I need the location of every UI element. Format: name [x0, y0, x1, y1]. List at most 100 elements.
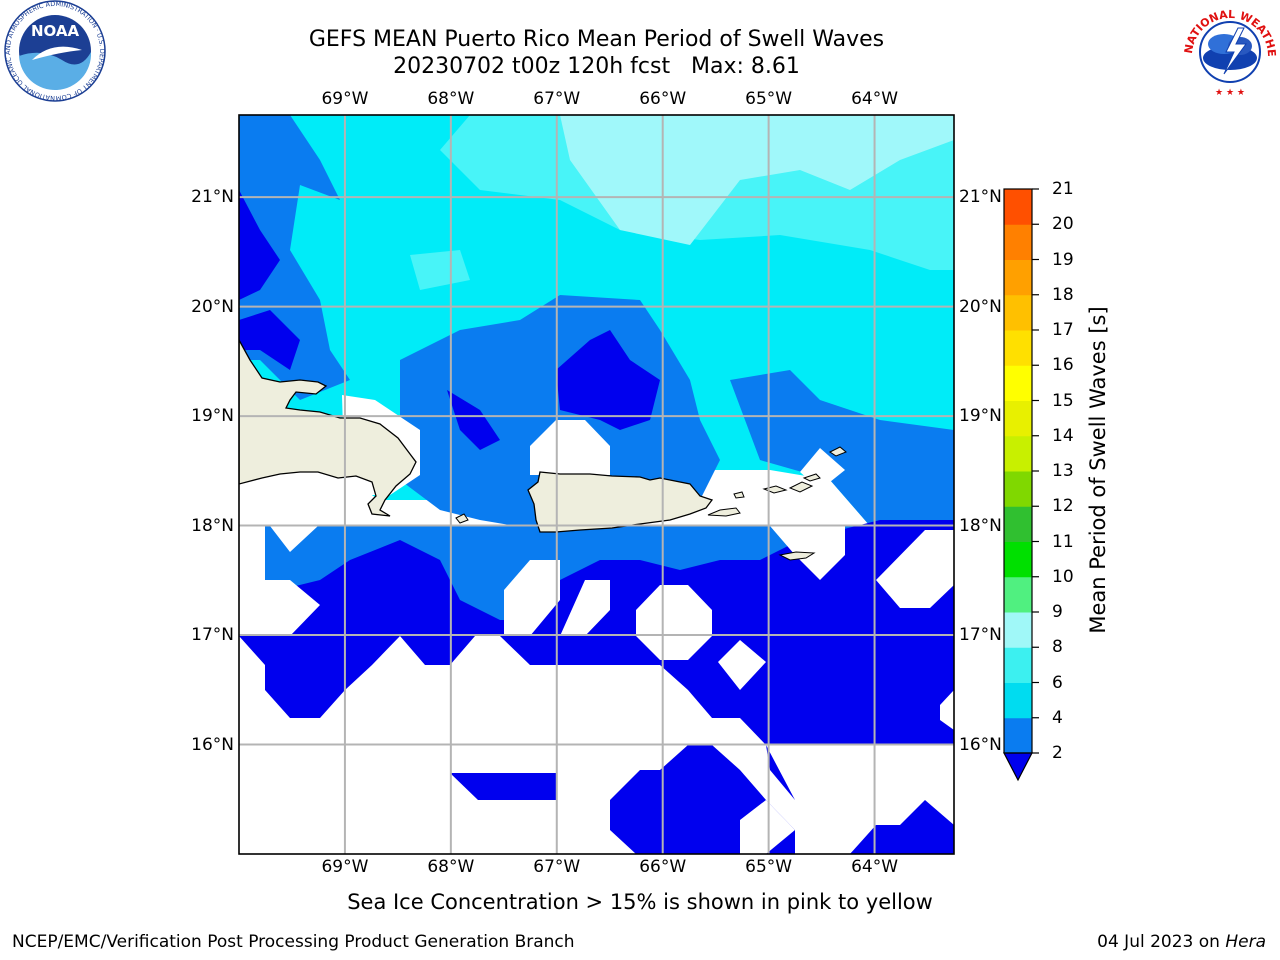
- band-2-4: [730, 370, 954, 526]
- band-lt2: [450, 773, 556, 800]
- lon-tick-bottom: 65°W: [745, 857, 793, 877]
- lat-tick-left: 18°N: [191, 515, 234, 536]
- noaa-logo-text: NOAA: [31, 22, 80, 40]
- no-data: [766, 745, 954, 854]
- nws-stars-icon: ★ ★ ★: [1215, 88, 1245, 98]
- no-data: [718, 640, 766, 690]
- colorbar-tick-label: 13: [1052, 461, 1074, 481]
- lat-tick-left: 20°N: [191, 296, 234, 317]
- plot-frame: [238, 114, 955, 855]
- footer-branch: NCEP/EMC/Verification Post Processing Pr…: [12, 932, 575, 952]
- colorbar-tick-label: 19: [1052, 249, 1074, 270]
- lon-tick-top: 68°W: [427, 89, 475, 109]
- colorbar-tick-label: 2: [1052, 743, 1063, 763]
- land-bvi: [788, 481, 814, 493]
- colorbar-segment: [1004, 647, 1032, 683]
- lat-tick-right: 20°N: [959, 296, 1002, 317]
- colorbar-tick-label: 6: [1052, 672, 1063, 693]
- graticule: [239, 115, 954, 854]
- band-6-8: [410, 250, 470, 290]
- no-data: [876, 530, 954, 608]
- lon-tick-bottom: 68°W: [427, 857, 475, 877]
- no-data: [940, 690, 954, 730]
- lat-tick-right: 21°N: [959, 187, 1002, 208]
- lat-tick-left: 21°N: [191, 187, 234, 208]
- lon-tick-bottom: 66°W: [639, 857, 687, 877]
- no-data: [504, 560, 560, 636]
- lon-tick-bottom: 69°W: [321, 857, 369, 877]
- colorbar-tick-label: 18: [1052, 284, 1074, 305]
- footer-date-text: 04 Jul 2023 on: [1097, 932, 1220, 952]
- band-lt2: [850, 827, 954, 854]
- no-data: [740, 800, 795, 854]
- band-8-9: [560, 115, 954, 245]
- lat-tick-left: 19°N: [191, 406, 234, 427]
- no-data: [239, 526, 320, 636]
- lat-tick-right: 16°N: [959, 734, 1002, 755]
- noaa-logo: NATIONAL OCEANIC AND ATMOSPHERIC ADMINIS…: [2, 0, 106, 102]
- colorbar-tick-label: 12: [1052, 496, 1074, 517]
- no-data: [530, 580, 610, 636]
- colorbar-segment: [1004, 259, 1032, 296]
- colorbar-segment: [1004, 506, 1032, 542]
- lat-tick-left: 16°N: [191, 734, 234, 755]
- lat-tick-left: 17°N: [191, 625, 234, 646]
- land-puerto-rico: [527, 471, 714, 533]
- land-st-croix: [778, 551, 816, 561]
- colorbar-tick-label: 11: [1052, 531, 1074, 552]
- colorbar-tick-label: 9: [1052, 602, 1063, 622]
- colorbar-segment: [1004, 612, 1032, 648]
- colorbar-segment: [1004, 435, 1032, 472]
- land-anegada: [802, 473, 821, 482]
- lon-tick-top: 65°W: [745, 89, 793, 109]
- colorbar-tick-label: 8: [1052, 637, 1063, 658]
- colorbar-segment: [1004, 400, 1032, 437]
- colorbar-tick-label: 20: [1052, 214, 1074, 235]
- no-data: [636, 585, 712, 660]
- band-lt2: [447, 390, 500, 450]
- lon-tick-top: 67°W: [533, 89, 581, 109]
- colorbar-segment: [1004, 471, 1032, 507]
- footer-date: 04 Jul 2023 on Hera: [1097, 932, 1266, 952]
- land-mona: [455, 513, 469, 524]
- land-culebra: [733, 491, 745, 499]
- lat-tick-right: 18°N: [959, 515, 1002, 536]
- colorbar-tick-label: 14: [1052, 425, 1074, 446]
- land-anguilla: [829, 446, 847, 457]
- lon-tick-top: 64°W: [851, 89, 899, 109]
- lat-tick-right: 17°N: [959, 625, 1002, 646]
- colorbar-under-triangle: [1003, 752, 1033, 782]
- colorbar-segment: [1004, 189, 1032, 225]
- no-data: [530, 420, 610, 475]
- nws-logo: NATIONAL WEATHER SERVICE ★ ★ ★: [1178, 0, 1278, 100]
- band-lt2: [239, 190, 280, 300]
- colorbar-tick-label: 15: [1052, 390, 1074, 411]
- band-lt2: [239, 310, 300, 370]
- sea-ice-note: Sea Ice Concentration > 15% is shown in …: [347, 890, 933, 914]
- colorbar-segment: [1004, 717, 1032, 754]
- colorbar-segment: [1004, 330, 1032, 366]
- lon-tick-top: 69°W: [321, 89, 369, 109]
- colorbar-tick-label: 4: [1052, 707, 1063, 728]
- lon-tick-top: 66°W: [639, 89, 687, 109]
- colorbar-segment: [1004, 576, 1032, 613]
- colorbar-segment: [1004, 294, 1032, 331]
- colorbar-segment: [1004, 224, 1032, 260]
- land-hispaniola: [239, 339, 417, 517]
- colorbar-segment: [1004, 541, 1032, 578]
- chart-title: GEFS MEAN Puerto Rico Mean Period of Swe…: [308, 27, 885, 52]
- land-vieques: [707, 507, 741, 517]
- colorbar-tick-label: 17: [1052, 320, 1074, 340]
- chart-subtitle: 20230702 t00z 120h fcst Max: 8.61: [393, 54, 800, 79]
- colorbar-tick-label: 16: [1052, 355, 1074, 376]
- footer-machine: Hera: [1225, 932, 1266, 952]
- no-data: [270, 505, 318, 552]
- colorbar-segment: [1004, 365, 1032, 401]
- colorbar-tick-label: 10: [1052, 566, 1074, 587]
- colorbar-tick-label: 21: [1052, 179, 1074, 199]
- colorbar-label: Mean Period of Swell Waves [s]: [1086, 306, 1110, 634]
- lon-tick-bottom: 64°W: [851, 857, 899, 877]
- band-lt2: [556, 330, 660, 430]
